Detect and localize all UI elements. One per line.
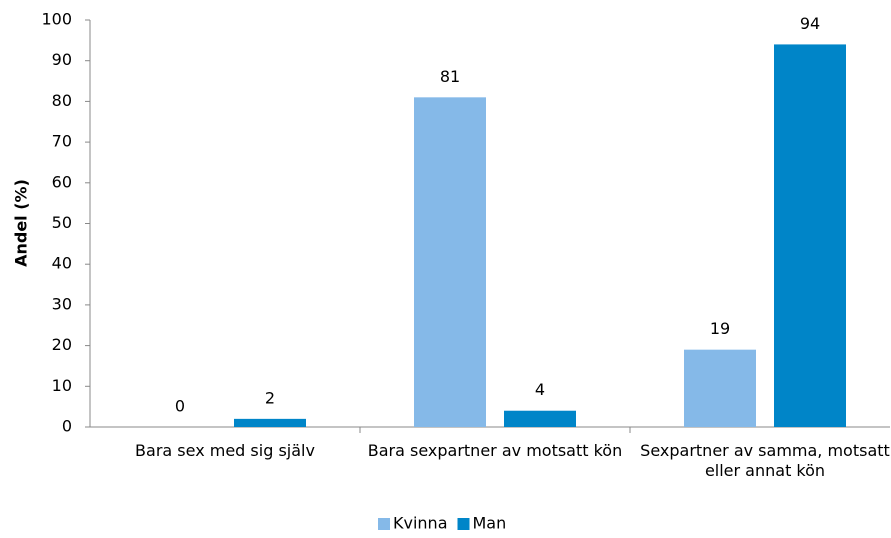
y-tick-label: 30: [52, 294, 72, 313]
y-tick-label: 50: [52, 213, 72, 232]
y-tick-label: 60: [52, 172, 72, 191]
x-tick-label: Bara sexpartner av motsatt kön: [367, 441, 623, 460]
data-label: 94: [800, 14, 820, 33]
bar: [774, 44, 846, 428]
bar: [414, 97, 486, 427]
data-label: 19: [710, 319, 730, 338]
bar: [234, 418, 306, 427]
y-tick-label: 90: [52, 50, 72, 69]
y-tick-label: 70: [52, 132, 72, 151]
y-tick-label: 0: [62, 417, 72, 436]
legend-swatch: [457, 518, 470, 530]
legend-label: Man: [473, 514, 507, 533]
x-tick-label: Sexpartner av samma, motsatt eller annat…: [640, 441, 890, 480]
data-label: 81: [440, 67, 460, 86]
y-tick-label: 100: [41, 10, 72, 29]
y-tick-label: 80: [52, 91, 72, 110]
data-label: 0: [175, 397, 185, 416]
y-tick-label: 10: [52, 376, 72, 395]
bar: [684, 349, 756, 427]
legend-swatch: [378, 518, 390, 530]
y-tick-label: 40: [52, 254, 72, 273]
y-tick-label: 20: [52, 335, 72, 354]
data-label: 2: [265, 388, 275, 407]
data-label: 4: [535, 380, 545, 399]
legend-label: Kvinna: [393, 514, 448, 533]
x-tick-label: Bara sex med sig själv: [135, 441, 315, 460]
bar: [504, 410, 576, 427]
y-axis-label: Andel (%): [12, 179, 31, 267]
